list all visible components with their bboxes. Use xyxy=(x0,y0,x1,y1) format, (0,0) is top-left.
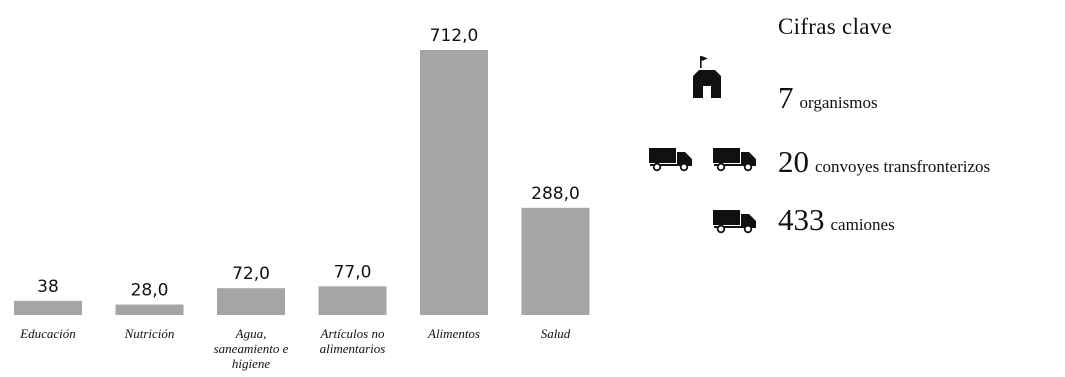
category-label-3: Artículos no alimentarios xyxy=(320,326,386,356)
organization-icon xyxy=(693,56,721,98)
category-label-0: Educación xyxy=(19,326,76,341)
stat-organizations-number: 7 xyxy=(778,80,794,115)
bar-1 xyxy=(115,304,184,315)
key-figures-panel: Cifras clave 7 organismos 20 convoyes tran… xyxy=(600,0,1065,377)
stat-organizations-label: organismos xyxy=(799,93,878,112)
bar-3 xyxy=(318,286,387,315)
stat-convoys-number: 20 xyxy=(778,144,809,179)
bar-chart: 38 Educación 28,0 Nutrición 72,0 Agua, saneami… xyxy=(14,26,590,371)
value-label-4: 712,0 xyxy=(430,26,479,46)
bar-0 xyxy=(14,300,82,315)
category-label-2: Agua, saneamiento e higiene xyxy=(214,326,289,371)
stat-convoys: 20 convoyes transfronterizos xyxy=(778,144,990,180)
bar-2 xyxy=(217,288,285,315)
value-label-3: 77,0 xyxy=(334,262,372,282)
category-label-1: Nutrición xyxy=(124,326,175,341)
bar-5 xyxy=(521,207,590,315)
key-figures-title: Cifras clave xyxy=(778,14,893,39)
value-label-1: 28,0 xyxy=(131,281,169,301)
stat-convoys-label: convoyes transfronterizos xyxy=(815,157,991,176)
stat-trucks-label: camiones xyxy=(830,215,895,234)
bar-4 xyxy=(420,50,488,315)
stat-trucks: 433 camiones xyxy=(778,202,895,238)
value-label-5: 288,0 xyxy=(531,184,580,204)
category-label-5: Salud xyxy=(541,326,571,341)
truck-icon xyxy=(713,148,756,172)
stat-trucks-number: 433 xyxy=(778,202,825,237)
value-label-0: 38 xyxy=(37,277,59,297)
category-label-4: Alimentos xyxy=(427,326,480,341)
value-label-2: 72,0 xyxy=(232,264,270,284)
truck-icon xyxy=(649,148,692,172)
stat-organizations: 7 organismos xyxy=(778,80,878,116)
truck-icon xyxy=(713,210,756,234)
